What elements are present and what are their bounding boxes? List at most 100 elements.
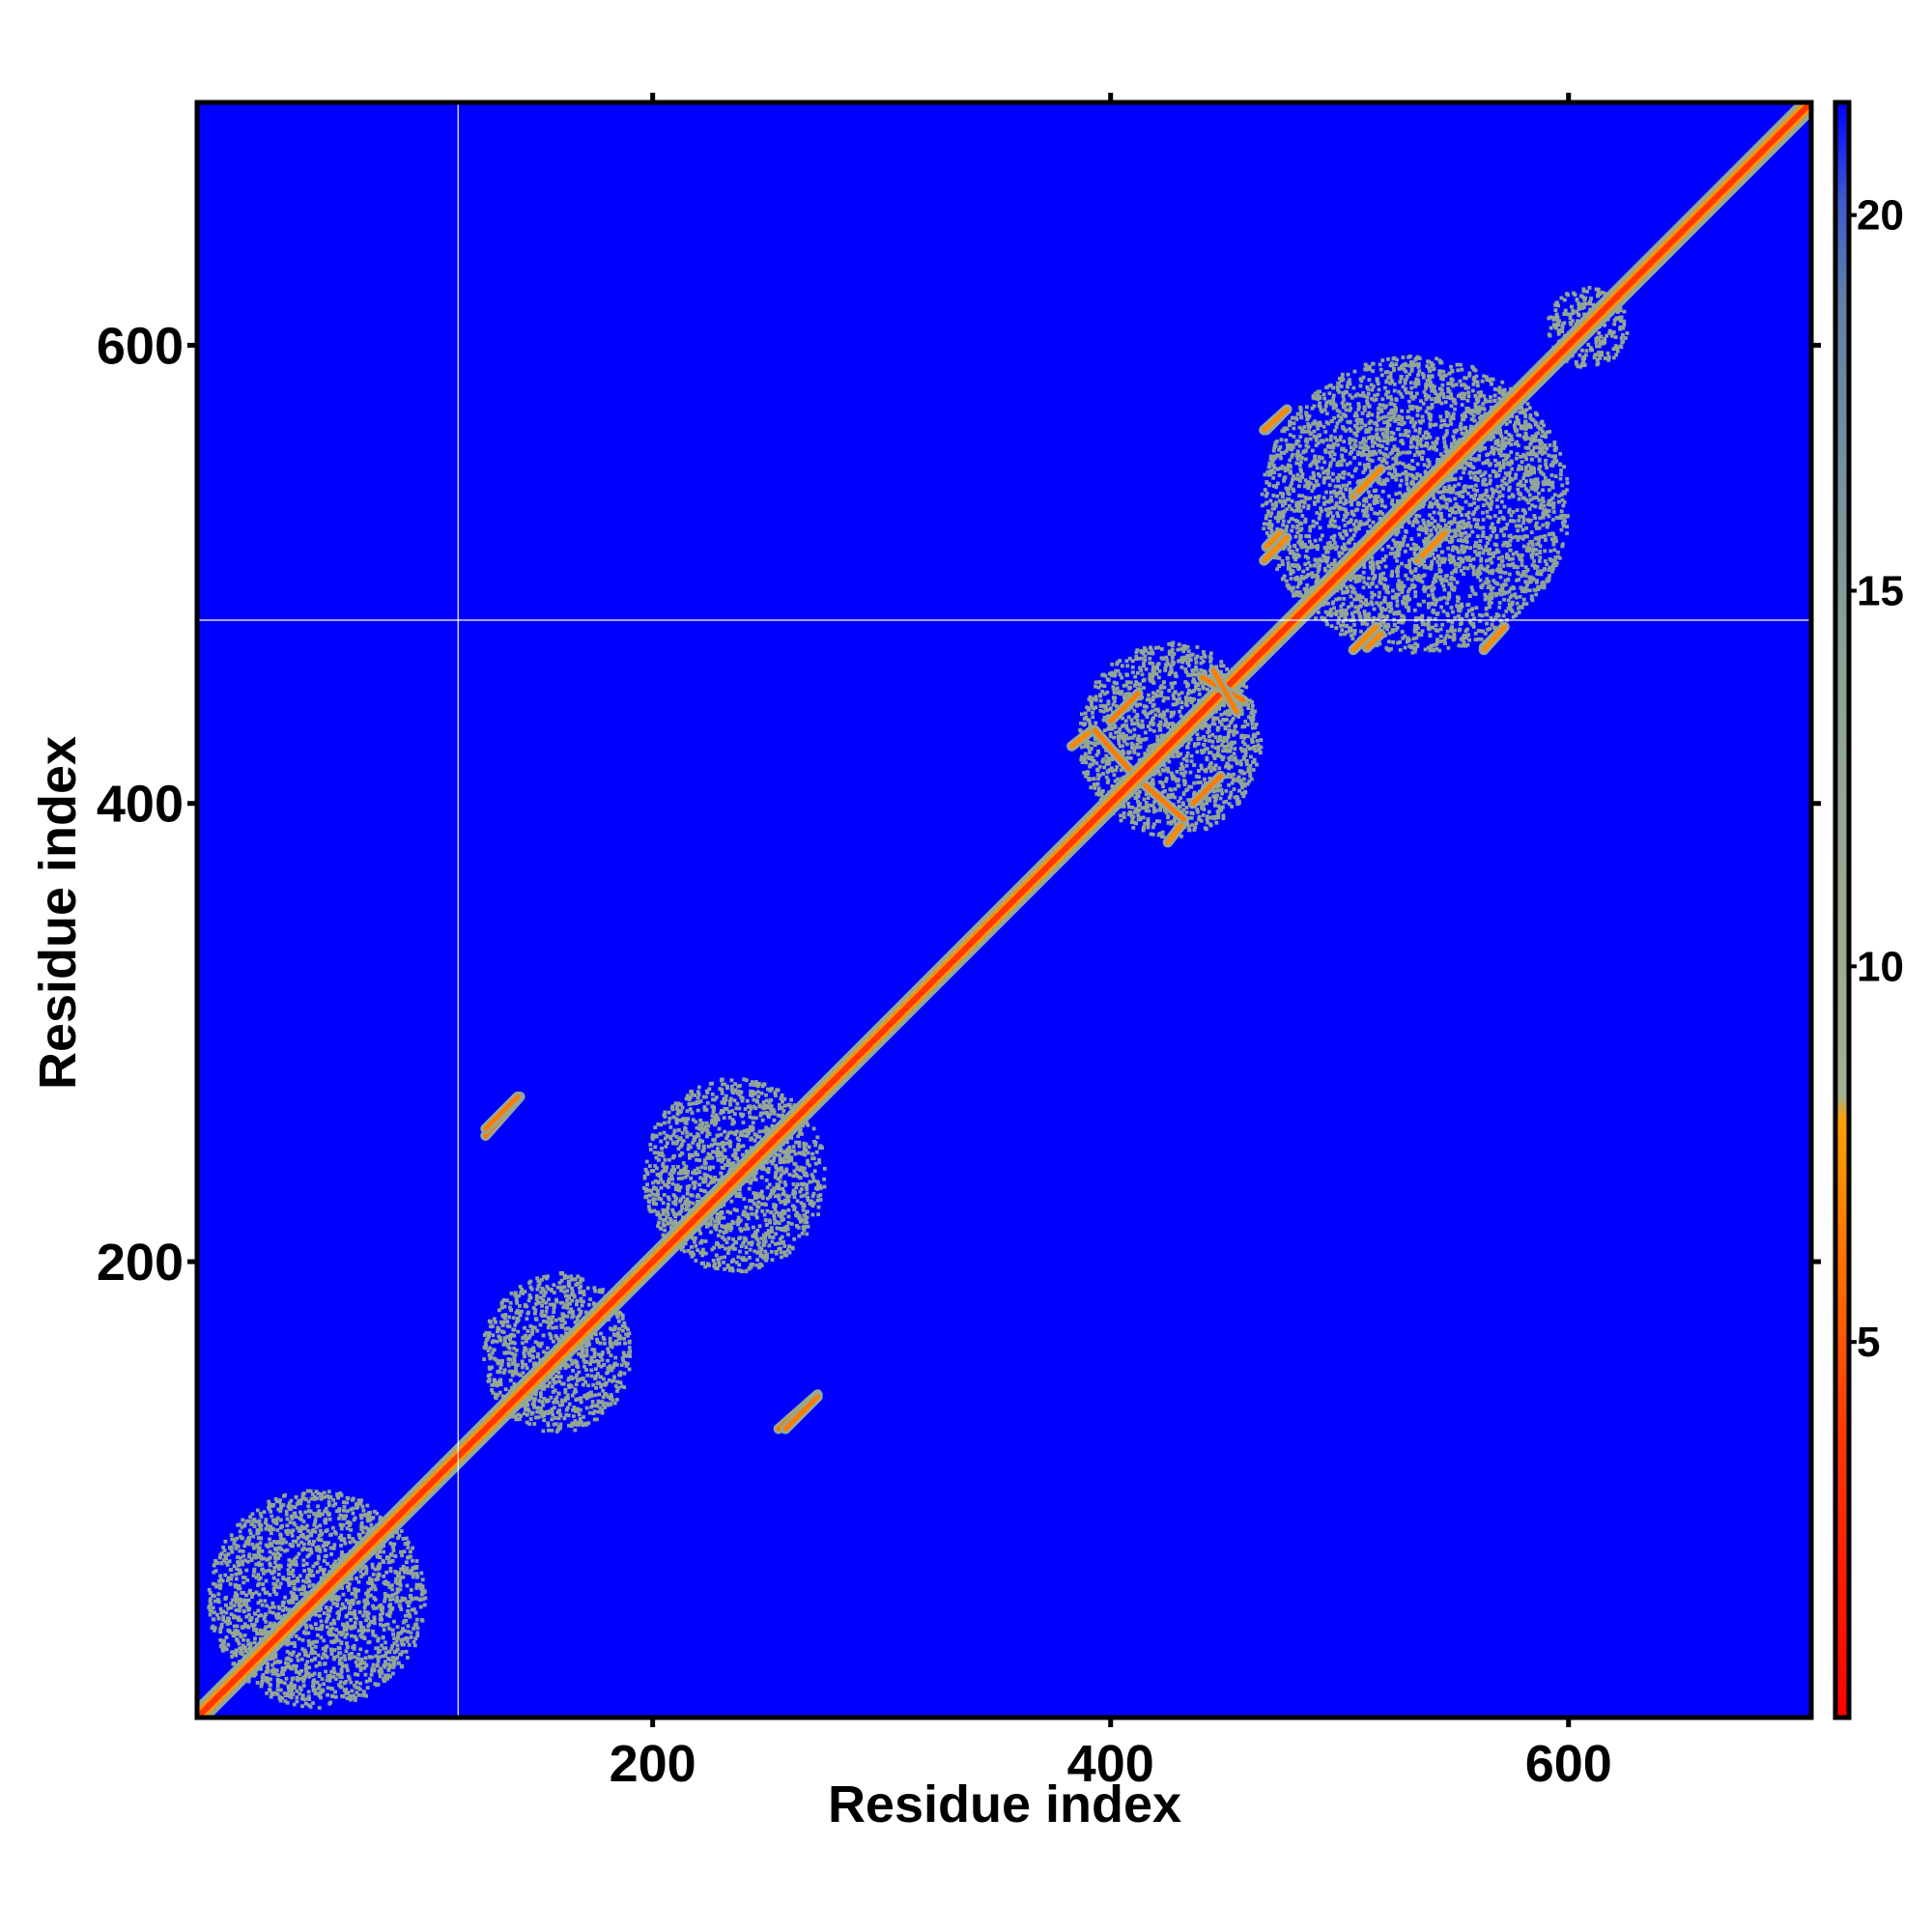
contact-cell xyxy=(508,1378,513,1382)
contact-cell xyxy=(393,1579,398,1584)
contact-cell xyxy=(344,1691,349,1695)
contact-cell xyxy=(280,1666,285,1671)
contact-cell xyxy=(369,1522,374,1527)
contact-cell xyxy=(540,1414,545,1418)
contact-cell xyxy=(337,1646,342,1651)
contact-cell xyxy=(691,1101,696,1106)
contact-cell xyxy=(666,1206,670,1210)
contact-cell xyxy=(238,1646,242,1651)
contact-cell xyxy=(490,1340,495,1345)
contact-cell xyxy=(716,1151,721,1154)
contact-cell xyxy=(694,1259,698,1263)
contact-cell xyxy=(1216,804,1221,809)
contact-cell xyxy=(518,1313,523,1318)
contact-cell xyxy=(795,1167,800,1171)
contact-cell xyxy=(384,1654,387,1659)
contact-cell xyxy=(295,1695,299,1700)
contact-cell xyxy=(767,1105,772,1110)
contact-cell xyxy=(236,1544,241,1548)
contact-cell xyxy=(533,1340,538,1345)
contact-cell xyxy=(518,1417,522,1422)
contact-cell xyxy=(575,1318,580,1321)
contact-cell xyxy=(663,1182,668,1187)
contact-cell xyxy=(526,1406,530,1411)
contact-cell xyxy=(297,1499,300,1503)
contact-cell xyxy=(207,1605,212,1609)
contact-cell xyxy=(213,1582,218,1587)
contact-cell xyxy=(351,1599,355,1604)
contact-cell xyxy=(766,1115,771,1120)
contact-cell xyxy=(787,1244,791,1249)
contact-cell xyxy=(336,1595,341,1600)
contact-cell xyxy=(509,1308,513,1313)
contact-cell xyxy=(382,1549,385,1554)
contact-cell xyxy=(719,1171,724,1176)
contact-cell xyxy=(483,1346,488,1350)
contact-cell xyxy=(493,1395,497,1400)
contact-cell xyxy=(1230,729,1235,734)
contact-cell xyxy=(735,1145,740,1150)
contact-cell xyxy=(320,1492,324,1496)
contact-cell xyxy=(284,1676,289,1681)
contact-cell xyxy=(621,1350,626,1355)
contact-cell xyxy=(320,1656,325,1661)
contact-cell xyxy=(550,1289,554,1293)
contact-cell xyxy=(752,1191,756,1195)
contact-cell xyxy=(415,1631,420,1635)
contact-cell xyxy=(738,1133,743,1137)
contact-cell xyxy=(287,1686,291,1690)
contact-cell xyxy=(774,1163,779,1168)
contact-cell xyxy=(242,1622,247,1627)
contact-cell xyxy=(216,1600,221,1605)
contact-cell xyxy=(787,1145,792,1150)
contact-cell xyxy=(810,1175,815,1179)
contact-cell xyxy=(818,1193,823,1197)
contact-cell xyxy=(741,1209,746,1214)
contact-cell xyxy=(1105,708,1109,713)
contact-cell xyxy=(721,1235,724,1239)
contact-cell xyxy=(246,1542,251,1547)
contact-cell xyxy=(611,1332,616,1337)
contact-cell xyxy=(222,1558,226,1563)
contact-cell xyxy=(582,1415,585,1419)
contact-cell xyxy=(1151,697,1155,702)
contact-cell xyxy=(516,1318,521,1322)
contact-cell xyxy=(349,1599,353,1604)
contact-cell xyxy=(224,1603,228,1607)
contact-cell xyxy=(668,1218,673,1223)
contact-cell xyxy=(512,1354,517,1359)
contact-cell xyxy=(704,1121,709,1125)
contact-cell xyxy=(623,1325,628,1329)
contact-cell xyxy=(1143,654,1148,659)
contact-cell xyxy=(763,1257,768,1262)
contact-cell xyxy=(373,1597,378,1602)
contact-cell xyxy=(780,1105,784,1110)
contact-cell xyxy=(393,1570,398,1574)
contact-cell xyxy=(391,1548,396,1553)
contact-cell xyxy=(692,1138,696,1143)
contact-cell xyxy=(347,1652,352,1657)
contact-cell xyxy=(549,1334,554,1339)
contact-cell xyxy=(272,1565,277,1570)
contact-cell xyxy=(784,1169,789,1174)
contact-cell xyxy=(224,1647,229,1652)
contact-cell xyxy=(512,1346,517,1350)
contact-cell xyxy=(569,1424,573,1428)
contact-cell xyxy=(415,1626,420,1631)
contact-cell xyxy=(776,1168,781,1173)
contact-cell xyxy=(246,1598,251,1603)
contact-cell xyxy=(618,1311,623,1316)
contact-cell xyxy=(224,1635,229,1639)
contact-cell xyxy=(258,1525,263,1529)
contact-cell xyxy=(606,1347,611,1351)
contact-cell xyxy=(298,1533,303,1538)
contact-cell xyxy=(643,1167,648,1172)
contact-cell xyxy=(339,1633,344,1637)
contact-cell xyxy=(337,1683,341,1688)
contact-cell xyxy=(1208,798,1212,803)
contact-cell xyxy=(753,1249,757,1254)
contact-cell xyxy=(309,1659,314,1662)
contact-cell xyxy=(686,1170,690,1174)
contact-cell xyxy=(319,1568,324,1572)
contact-cell xyxy=(270,1692,275,1697)
